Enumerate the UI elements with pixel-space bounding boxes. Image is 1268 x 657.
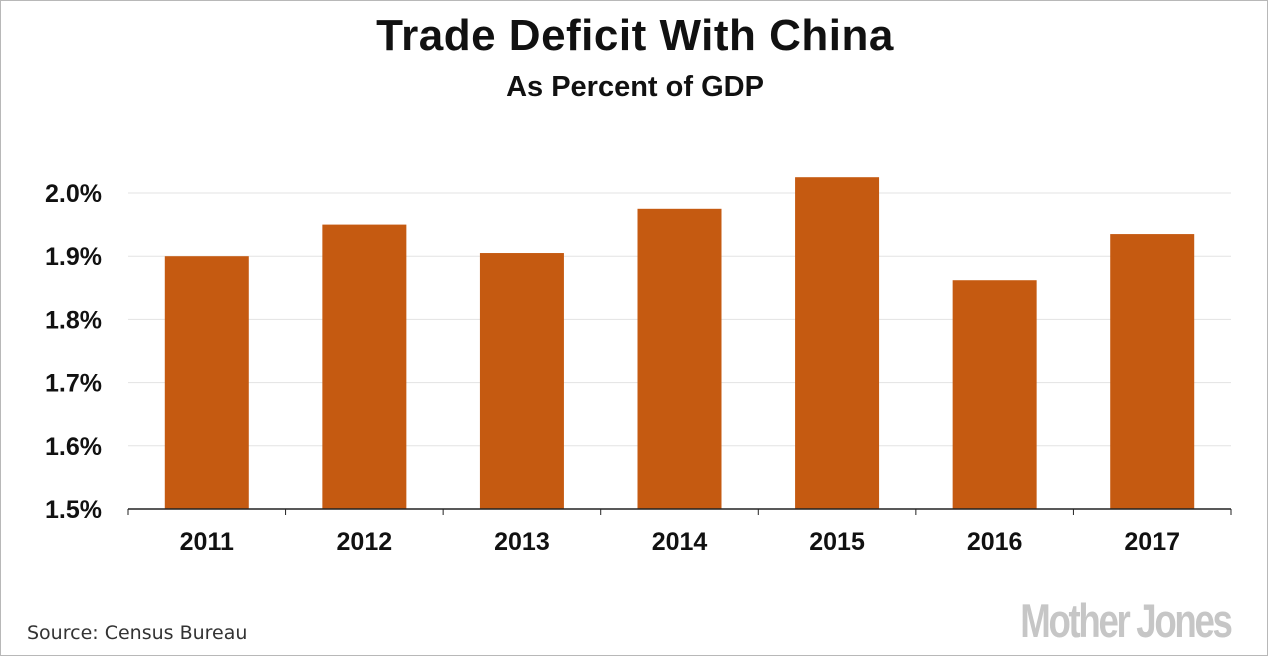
chart-title: Trade Deficit With China [376,11,894,60]
y-tick-label: 1.6% [45,433,102,461]
x-tick-labels: 2011 2012 2013 2014 2015 2016 2017 [180,528,1180,556]
bar [322,224,407,509]
y-tick-label: 1.9% [45,243,102,271]
y-tick-label: 1.5% [45,496,102,524]
source-note: Source: Census Bureau [27,622,248,644]
bar [637,208,722,510]
x-tick-label: 2013 [494,528,550,556]
x-axis [127,508,1232,515]
mother-jones-logo: Mother Jones [1020,594,1234,647]
x-tick-label: 2011 [180,528,234,556]
bar [164,256,249,509]
y-tick-label: 1.7% [45,370,102,398]
x-tick-label: 2014 [652,528,708,556]
y-tick-label: 2.0% [45,180,102,208]
x-tick-label: 2016 [967,528,1023,556]
chart-subtitle: As Percent of GDP [506,71,764,103]
bar [952,280,1037,509]
bars [164,177,1195,510]
bar [795,177,880,509]
x-tick-label: 2017 [1124,528,1180,556]
bar [479,253,564,509]
y-tick-label: 1.8% [45,306,102,334]
bar [1110,234,1195,509]
y-tick-labels: 1.5% 1.6% 1.7% 1.8% 1.9% 2.0% [45,180,102,524]
x-tick-label: 2012 [337,528,393,556]
x-tick-label: 2015 [809,528,865,556]
